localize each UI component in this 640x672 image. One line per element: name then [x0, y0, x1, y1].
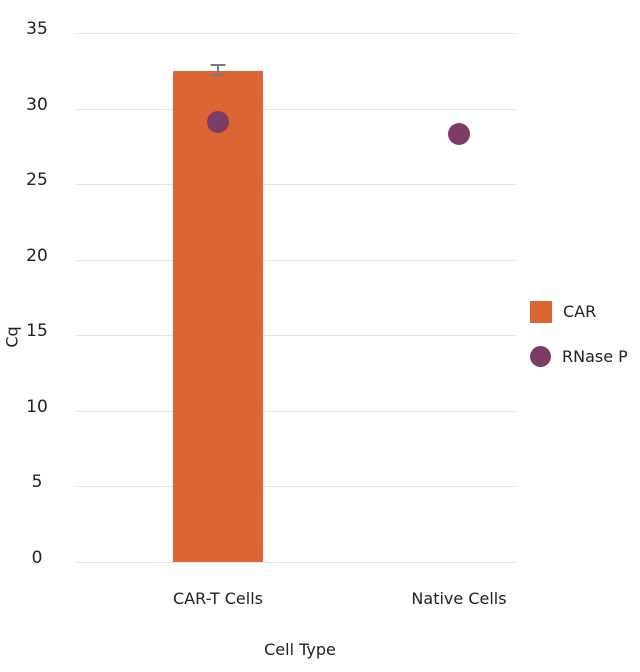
y-tick-label: 30 [26, 94, 48, 115]
y-tick-label: 25 [26, 170, 48, 191]
error-bar-line [217, 64, 219, 76]
scatter-dot-rnase-p [448, 123, 470, 146]
legend-label: RNase P [562, 347, 628, 366]
y-axis-title: Cq [2, 326, 22, 348]
legend-swatch-circle [530, 346, 551, 367]
gridline [76, 486, 515, 488]
bar-car [173, 70, 263, 562]
scatter-dot-rnase-p [207, 111, 229, 134]
x-axis-title: Cell Type [264, 640, 336, 659]
gridline [76, 335, 515, 337]
y-tick-label: 35 [26, 19, 48, 39]
x-category-label: Native Cells [411, 589, 507, 608]
gridline [76, 259, 515, 261]
y-tick-label: 15 [26, 321, 48, 342]
gridline [76, 410, 515, 412]
x-category-label: CAR-T Cells [173, 589, 263, 608]
legend-swatch-square [530, 300, 552, 323]
legend-item-car: CAR [530, 300, 628, 323]
error-bar-cap [210, 63, 226, 66]
legend-label: CAR [563, 302, 597, 321]
y-tick-label: 0 [31, 548, 43, 568]
y-tick-label: 20 [26, 245, 48, 266]
gridline [76, 562, 515, 563]
legend-item-rnase-p: RNase P [530, 345, 628, 368]
error-bar-cap [210, 74, 226, 77]
y-tick-label: 5 [31, 472, 43, 493]
y-tick-label: 10 [26, 396, 48, 417]
gridline [76, 108, 515, 110]
gridline [76, 184, 515, 186]
legend: CAR RNase P [530, 300, 628, 390]
gridline [76, 33, 515, 34]
